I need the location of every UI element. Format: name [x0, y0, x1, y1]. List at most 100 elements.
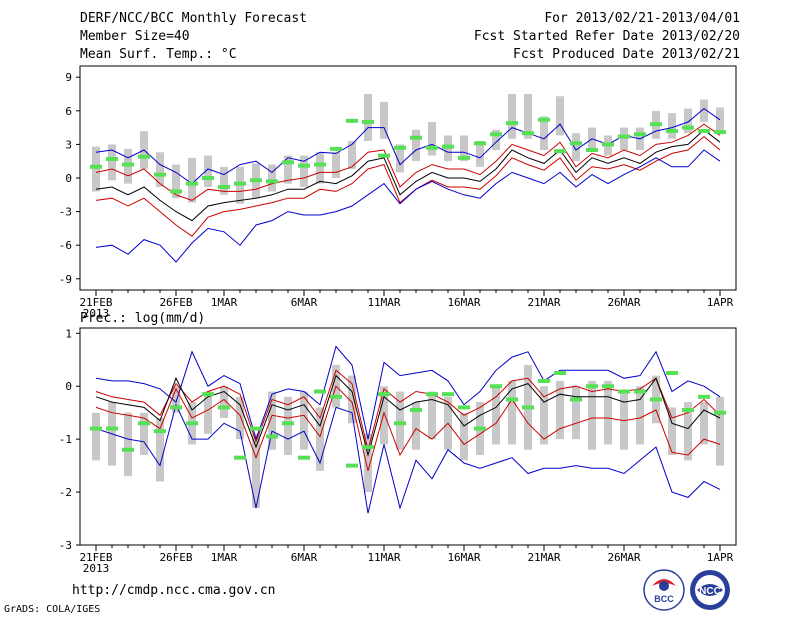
- prec-series-upper: [95, 369, 721, 450]
- temp-spread-box: [668, 113, 676, 139]
- prec-observed-mark: [522, 405, 534, 410]
- temp-xtick-label: 11MAR: [367, 296, 400, 309]
- prec-xtick-label: 1APR: [707, 551, 734, 564]
- temp-spread-box: [716, 107, 724, 134]
- prec-observed-mark: [538, 378, 550, 383]
- temp-spread-box: [412, 129, 420, 162]
- prec-spread-box: [348, 375, 356, 424]
- temp-observed-mark: [682, 125, 694, 130]
- prec-xtick-label: 26MAR: [607, 551, 640, 564]
- temp-observed-mark: [346, 118, 358, 123]
- prec-xtick-label: 6MAR: [291, 551, 318, 564]
- prec-observed-mark: [410, 408, 422, 413]
- prec-observed-mark: [474, 426, 486, 431]
- temp-observed-mark: [250, 178, 262, 183]
- temp-xtick-label: 1MAR: [211, 296, 238, 309]
- temp-spread-box: [700, 99, 708, 122]
- member-size: Member Size=40: [80, 29, 190, 44]
- temp-spread-box: [108, 144, 116, 181]
- temp-spread-box: [556, 96, 564, 136]
- temp-observed-mark: [586, 148, 598, 152]
- prec-observed-mark: [282, 421, 294, 426]
- prec-spread-box: [636, 386, 644, 445]
- temp-observed-mark: [154, 172, 166, 177]
- temp-observed-mark: [538, 117, 550, 122]
- prec-xtick-label: 1MAR: [211, 551, 238, 564]
- temp-spread-box: [428, 122, 436, 156]
- temp-series-mean: [95, 129, 721, 222]
- temp-xtick-label: 6MAR: [291, 296, 318, 309]
- temp-ytick-label: 3: [65, 138, 72, 151]
- temp-observed-mark: [314, 162, 326, 167]
- prec-observed-mark: [714, 410, 726, 415]
- prec-observed-mark: [602, 384, 614, 389]
- prec-observed-mark: [394, 421, 406, 426]
- temp-observed-mark: [698, 128, 710, 133]
- temp-observed-mark: [714, 130, 726, 135]
- temp-spread-box: [268, 164, 276, 192]
- prec-observed-mark: [314, 389, 326, 394]
- forecast-produced-date: Fcst Produced Date 2013/02/21: [513, 47, 740, 62]
- prec-observed-mark: [202, 392, 214, 397]
- temp-spread-box: [316, 152, 324, 184]
- variable-label: Mean Surf. Temp.: °C: [80, 47, 237, 62]
- temp-spread-box: [396, 144, 404, 173]
- temp-spread-box: [620, 127, 628, 150]
- temp-observed-mark: [378, 153, 390, 158]
- prec-spread-box: [252, 433, 260, 508]
- prec-spread-box: [204, 391, 212, 434]
- prec-observed-mark: [234, 455, 246, 460]
- temp-ytick-label: 9: [65, 71, 72, 84]
- prec-spread-box: [412, 402, 420, 450]
- prec-spread-box: [156, 417, 164, 482]
- temp-observed-mark: [490, 132, 502, 137]
- prec-spread-box: [716, 396, 724, 466]
- prec-spread-box: [140, 412, 148, 456]
- temp-spread-box: [204, 155, 212, 187]
- prec-panel-frame: [79, 327, 737, 546]
- prec-spread-box: [588, 380, 596, 450]
- temp-series-max: [95, 107, 721, 185]
- temp-spread-box: [684, 108, 692, 134]
- prec-spread-box: [396, 391, 404, 450]
- temp-ytick-label: 6: [65, 105, 72, 118]
- prec-series-max: [95, 345, 721, 441]
- temp-observed-mark: [122, 162, 134, 167]
- temp-observed-mark: [202, 176, 214, 180]
- temp-spread-box: [220, 166, 228, 195]
- source-url[interactable]: http://cmdp.ncc.cma.gov.cn: [72, 583, 276, 598]
- prec-observed-mark: [490, 384, 502, 389]
- temp-observed-mark: [458, 155, 470, 160]
- prec-spread-box: [492, 386, 500, 445]
- prec-ytick-label: 1: [65, 327, 72, 340]
- temp-observed-mark: [138, 154, 150, 159]
- temp-xtick-label: 1APR: [707, 296, 734, 309]
- temp-spread-box: [476, 141, 484, 167]
- temp-observed-mark: [394, 145, 406, 150]
- prec-observed-mark: [346, 463, 358, 468]
- prec-spread-box: [380, 386, 388, 445]
- temp-observed-mark: [602, 142, 614, 147]
- temp-observed-mark: [522, 131, 534, 136]
- prec-observed-mark: [154, 429, 166, 434]
- prec-spread-box: [508, 380, 516, 445]
- prec-spread-box: [604, 380, 612, 445]
- prec-spread-box: [220, 386, 228, 418]
- temp-observed-mark: [218, 184, 230, 189]
- temp-series-min: [95, 149, 721, 263]
- temp-observed-mark: [90, 164, 102, 169]
- temp-xtick-label: 21FEB: [79, 296, 112, 309]
- temp-observed-mark: [266, 179, 278, 184]
- prec-spread-box: [540, 386, 548, 445]
- prec-observed-mark: [122, 447, 134, 452]
- prec-spread-box: [172, 386, 180, 413]
- temp-ytick-label: -6: [59, 239, 72, 252]
- prec-spread-box: [668, 407, 676, 456]
- temp-spread-box: [492, 129, 500, 150]
- prec-spread-box: [572, 386, 580, 440]
- prec-spread-box: [684, 402, 692, 461]
- temp-spread-box: [92, 146, 100, 192]
- temp-spread-box: [300, 155, 308, 187]
- prec-ytick-label: -3: [59, 539, 72, 552]
